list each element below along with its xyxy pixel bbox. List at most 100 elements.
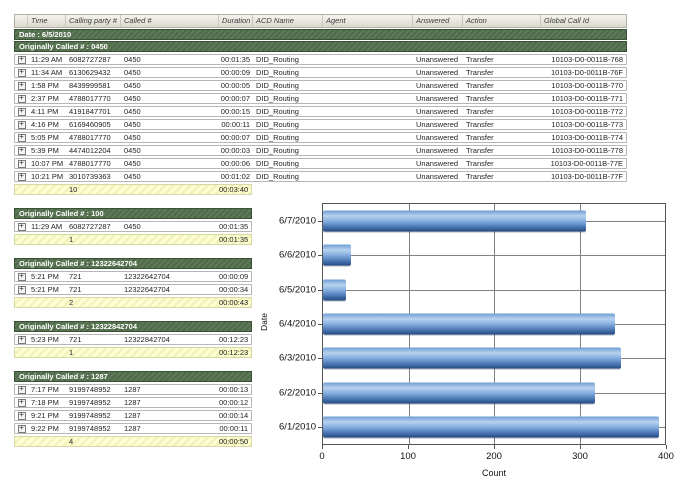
expand-row-button[interactable]: + (17, 93, 26, 103)
group-header-band: Originally Called # : 100 (14, 208, 252, 219)
acd-name-cell: DID_Routing (256, 120, 299, 129)
expand-cell: + (15, 68, 28, 77)
calling-party-cell: 6082727287 (69, 55, 111, 64)
table-row[interactable]: +2:37 PM 4788017770 0450 00:00:07 DID_Routin… (14, 93, 627, 104)
table-row[interactable]: +5:21 PM 721 12322642704 00:00:09 (14, 271, 252, 282)
expand-row-button[interactable]: + (17, 397, 26, 407)
expand-row-button[interactable]: + (17, 119, 26, 129)
x-tick-label: 0 (319, 451, 325, 462)
called-cell: 0450 (124, 159, 141, 168)
summary-spacer (121, 348, 219, 357)
summary-spacer (28, 185, 66, 194)
duration-cell: 00:00:11 (221, 120, 250, 129)
answered-cell: Unanswered (416, 68, 459, 77)
table-row[interactable]: +5:21 PM 721 12322642704 00:00:34 (14, 284, 252, 295)
y-tick-label: 6/3/2010 (279, 352, 316, 364)
acd-name-cell: DID_Routing (256, 146, 299, 155)
agent-cell (323, 68, 413, 77)
expand-row-button[interactable]: + (17, 423, 26, 433)
summary-total-duration: 00:01:35 (219, 235, 249, 244)
summary-spacer (121, 437, 219, 446)
table-row[interactable]: +11:29 AM 6082727287 0450 00:01:35 (14, 221, 252, 232)
x-axis-title: Count (481, 468, 507, 478)
bar-6-4-2010 (323, 313, 615, 335)
column-header-acd-name: ACD Name (253, 15, 323, 27)
summary-total-duration: 00:12:23 (219, 348, 249, 357)
expand-cell: + (15, 120, 28, 129)
expand-row-button[interactable]: + (17, 80, 26, 90)
time-cell: 2:37 PM (31, 94, 59, 103)
table-header: Time Calling party # Called # Duration ACD N… (14, 14, 627, 28)
table-row[interactable]: +9:21 PM 9199748952 1287 00:00:14 (14, 410, 252, 421)
time-cell: 10:21 PM (31, 172, 64, 181)
table-row[interactable]: +5:23 PM 721 12322842704 00:12:23 (14, 334, 252, 345)
y-tick-label: 6/2/2010 (279, 387, 316, 399)
global-call-id-cell: 10103-D0-0011B-772 (551, 107, 623, 116)
table-row[interactable]: +9:22 PM 9199748952 1287 00:00:11 (14, 423, 252, 434)
table-row[interactable]: +7:17 PM 9199748952 1287 00:00:13 (14, 384, 252, 395)
duration-cell: 00:00:34 (219, 285, 249, 294)
agent-cell (323, 94, 413, 103)
global-call-id-cell: 10103-D0-0011B-774 (551, 133, 623, 142)
summary-total-duration: 00:03:40 (219, 185, 249, 194)
expand-row-button[interactable]: + (17, 54, 26, 64)
table-row[interactable]: +11:34 AM 6130629432 0450 00:00:09 DID_Routi… (14, 67, 627, 78)
expand-row-button[interactable]: + (17, 171, 26, 181)
acd-name-cell: DID_Routing (256, 133, 299, 142)
expand-row-button[interactable]: + (17, 384, 26, 394)
called-cell: 1287 (124, 424, 141, 433)
duration-cell: 00:00:07 (220, 94, 250, 103)
expand-row-button[interactable]: + (17, 221, 26, 231)
table-row[interactable]: +4:16 PM 6169460905 0450 00:00:11 DID_Routin… (14, 119, 627, 130)
expand-row-button[interactable]: + (17, 334, 26, 344)
y-tick-label: 6/5/2010 (279, 284, 316, 296)
table-row[interactable]: +4:11 PM 4191847701 0450 00:00:15 DID_Routin… (14, 106, 627, 117)
time-cell: 4:16 PM (31, 120, 59, 129)
global-call-id-cell: 10103-D0-0011B-771 (551, 94, 623, 103)
table-row[interactable]: +5:39 PM 4474012204 0450 00:00:03 DID_Routin… (14, 145, 627, 156)
bar-6-5-2010 (323, 279, 347, 301)
summary-call-count: 10 (69, 185, 78, 194)
duration-cell: 00:00:15 (220, 107, 250, 116)
column-header-calling-party-: Calling party # (66, 15, 121, 27)
table-row[interactable]: +1:58 PM 8439999581 0450 00:00:05 DID_Routin… (14, 80, 627, 91)
called-cell: 1287 (124, 411, 141, 420)
expand-row-button[interactable]: + (17, 284, 26, 294)
table-row[interactable]: +10:07 PM 4788017770 0450 00:00:06 DID_Routi… (14, 158, 627, 169)
agent-cell (323, 55, 413, 64)
summary-spacer (15, 437, 28, 446)
calling-party-cell: 4788017770 (69, 133, 111, 142)
group-header-band: Originally Called # : 1287 (14, 371, 252, 382)
time-cell: 9:22 PM (31, 424, 59, 433)
x-tick-label: 200 (486, 451, 502, 462)
group-tables-column: Originally Called # : 100 +11:29 AM 608272… (14, 207, 252, 460)
category-band: 6/5/2010 (279, 273, 665, 307)
table-row[interactable]: +10:21 PM 3010739363 0450 00:01:02 DID_Routi… (14, 171, 627, 182)
expand-row-button[interactable]: + (17, 271, 26, 281)
time-cell: 5:21 PM (31, 272, 59, 281)
expand-cell: + (15, 94, 28, 103)
group-section: Originally Called # : 12322842704 +5:23 P… (14, 321, 252, 358)
group-section: Originally Called # : 12322642704 +5:21 P… (14, 258, 252, 308)
table-row[interactable]: +5:05 PM 4788017770 0450 00:00:07 DID_Routin… (14, 132, 627, 143)
summary-spacer (28, 235, 66, 244)
action-cell: Transfer (466, 55, 494, 64)
expand-row-button[interactable]: + (17, 106, 26, 116)
table-row[interactable]: +11:29 AM 6082727287 0450 00:01:35 DID_Routi… (14, 54, 627, 65)
group-header-band: Originally Called # : 0450 (14, 41, 627, 52)
expand-row-button[interactable]: + (17, 145, 26, 155)
expand-row-button[interactable]: + (17, 132, 26, 142)
expand-row-button[interactable]: + (17, 410, 26, 420)
summary-spacer (28, 298, 66, 307)
expand-row-button[interactable]: + (17, 67, 26, 77)
expand-cell: + (15, 107, 28, 116)
called-cell: 0450 (124, 172, 141, 181)
calling-party-cell: 9199748952 (69, 385, 111, 394)
agent-cell (323, 159, 413, 168)
duration-cell: 00:01:35 (220, 55, 250, 64)
table-row[interactable]: +7:18 PM 9199748952 1287 00:00:12 (14, 397, 252, 408)
agent-cell (323, 146, 413, 155)
calling-party-cell: 6169460905 (69, 120, 111, 129)
expand-row-button[interactable]: + (17, 158, 26, 168)
group-section: Originally Called # : 1287 +7:17 PM 919974… (14, 371, 252, 447)
